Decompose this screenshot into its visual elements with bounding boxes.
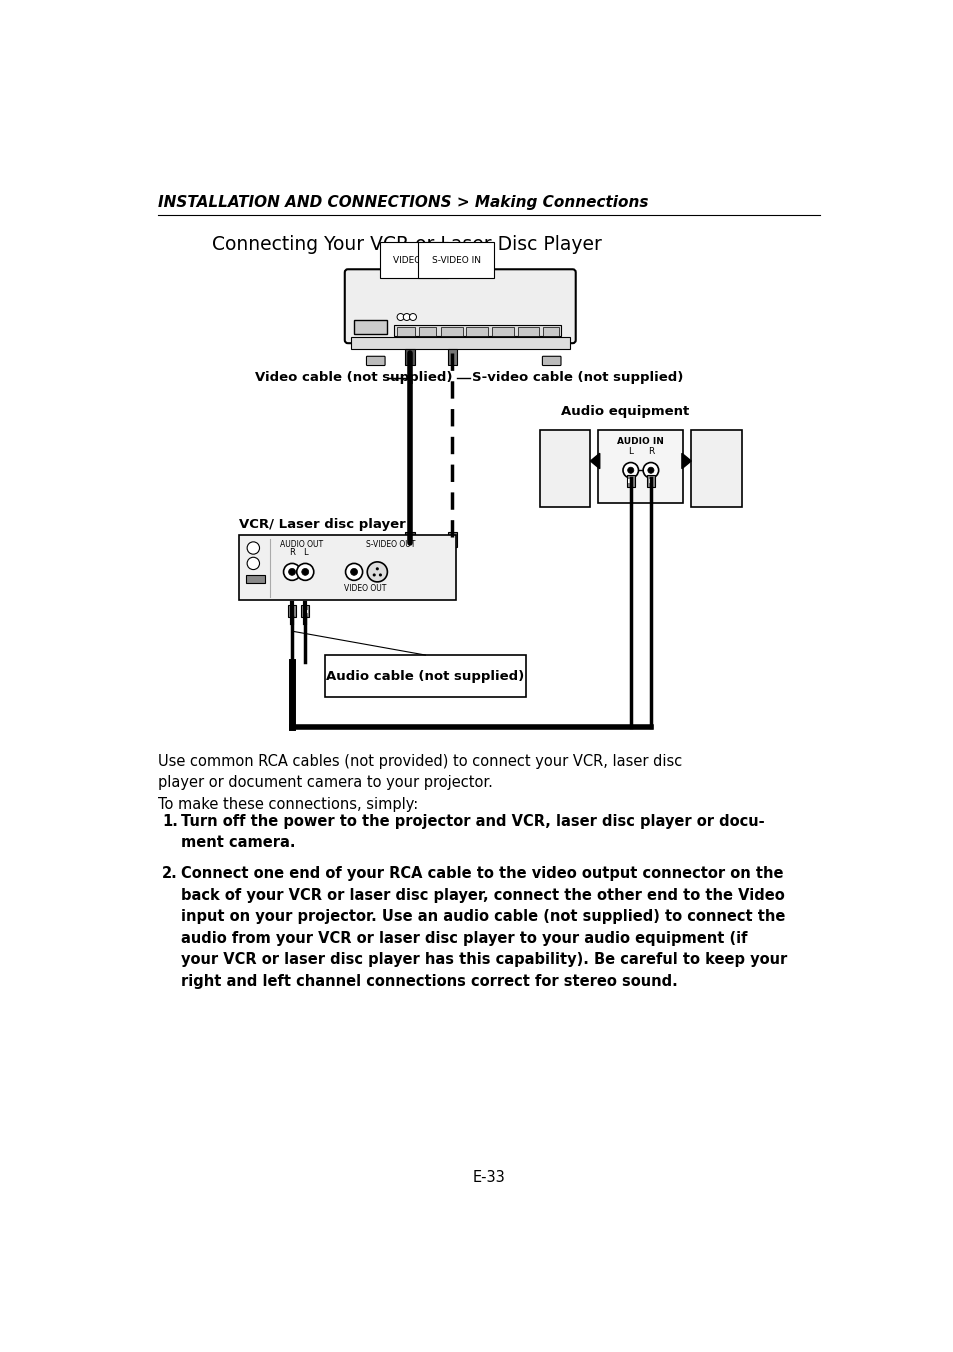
Polygon shape — [681, 453, 691, 469]
Circle shape — [647, 468, 654, 473]
Text: AUDIO IN: AUDIO IN — [617, 437, 663, 446]
Bar — [447, 349, 456, 365]
Bar — [449, 365, 456, 369]
Bar — [466, 327, 488, 337]
Circle shape — [622, 462, 638, 479]
Circle shape — [247, 542, 259, 554]
Bar — [542, 327, 558, 337]
Text: 1.: 1. — [162, 814, 177, 829]
Text: Audio equipment: Audio equipment — [560, 404, 688, 418]
Text: AUDIO OUT: AUDIO OUT — [279, 539, 323, 549]
Circle shape — [283, 564, 300, 580]
Text: Turn off the power to the projector and VCR, laser disc player or docu-
ment cam: Turn off the power to the projector and … — [181, 814, 764, 850]
Bar — [447, 531, 456, 548]
Bar — [290, 610, 294, 614]
Bar — [406, 365, 413, 369]
Circle shape — [296, 564, 314, 580]
Text: L: L — [303, 548, 307, 557]
Bar — [628, 480, 633, 483]
Bar — [288, 604, 295, 618]
FancyBboxPatch shape — [344, 269, 575, 343]
Bar — [405, 531, 415, 548]
Bar — [406, 554, 413, 558]
Circle shape — [373, 573, 375, 576]
Bar — [418, 327, 436, 337]
Bar — [394, 326, 560, 337]
Bar — [354, 320, 386, 334]
FancyBboxPatch shape — [366, 357, 385, 365]
Text: Use common RCA cables (not provided) to connect your VCR, laser disc
player or d: Use common RCA cables (not provided) to … — [158, 753, 681, 811]
Circle shape — [378, 573, 381, 576]
Bar — [646, 475, 654, 487]
Circle shape — [409, 314, 416, 320]
Bar — [239, 535, 456, 600]
Text: E-33: E-33 — [472, 1169, 505, 1184]
Text: INSTALLATION AND CONNECTIONS > Making Connections: INSTALLATION AND CONNECTIONS > Making Co… — [158, 195, 648, 210]
Text: Audio cable (not supplied): Audio cable (not supplied) — [326, 669, 524, 683]
Circle shape — [289, 568, 295, 576]
Text: VCR/ Laser disc player: VCR/ Laser disc player — [239, 518, 406, 531]
Circle shape — [350, 568, 357, 576]
Text: Connect one end of your RCA cable to the video output connector on the
back of y: Connect one end of your RCA cable to the… — [181, 867, 786, 990]
Bar — [405, 349, 415, 365]
Text: S-video cable (not supplied): S-video cable (not supplied) — [472, 372, 682, 384]
Circle shape — [345, 564, 362, 580]
Bar — [324, 654, 525, 698]
Bar — [303, 610, 307, 614]
Bar — [648, 480, 653, 483]
Circle shape — [301, 568, 309, 576]
Circle shape — [642, 462, 658, 479]
Bar — [301, 604, 309, 618]
Bar — [598, 430, 682, 503]
Text: R: R — [289, 548, 294, 557]
Text: S-VIDEO OUT: S-VIDEO OUT — [365, 539, 415, 549]
Text: L: L — [628, 448, 633, 456]
Text: Connecting Your VCR or Laser Disc Player: Connecting Your VCR or Laser Disc Player — [212, 235, 601, 254]
Text: S-VIDEO IN: S-VIDEO IN — [432, 256, 480, 265]
Bar — [626, 475, 634, 487]
Bar — [517, 327, 538, 337]
Bar — [492, 327, 513, 337]
Bar — [440, 327, 462, 337]
Text: R: R — [647, 448, 654, 456]
Text: VIDEO OUT: VIDEO OUT — [343, 584, 386, 594]
FancyBboxPatch shape — [542, 357, 560, 365]
Circle shape — [396, 314, 404, 320]
Bar — [245, 575, 265, 583]
Circle shape — [375, 568, 378, 571]
Text: Video cable (not supplied): Video cable (not supplied) — [254, 372, 452, 384]
Bar — [449, 554, 456, 558]
Bar — [351, 337, 569, 349]
Circle shape — [403, 314, 410, 320]
Bar — [691, 430, 740, 507]
Text: VIDEO IN: VIDEO IN — [393, 256, 434, 265]
Bar — [539, 430, 590, 507]
Text: 2.: 2. — [162, 867, 177, 882]
Polygon shape — [590, 453, 599, 469]
Circle shape — [367, 562, 387, 581]
Bar — [396, 327, 415, 337]
Circle shape — [247, 557, 259, 569]
Circle shape — [627, 468, 633, 473]
